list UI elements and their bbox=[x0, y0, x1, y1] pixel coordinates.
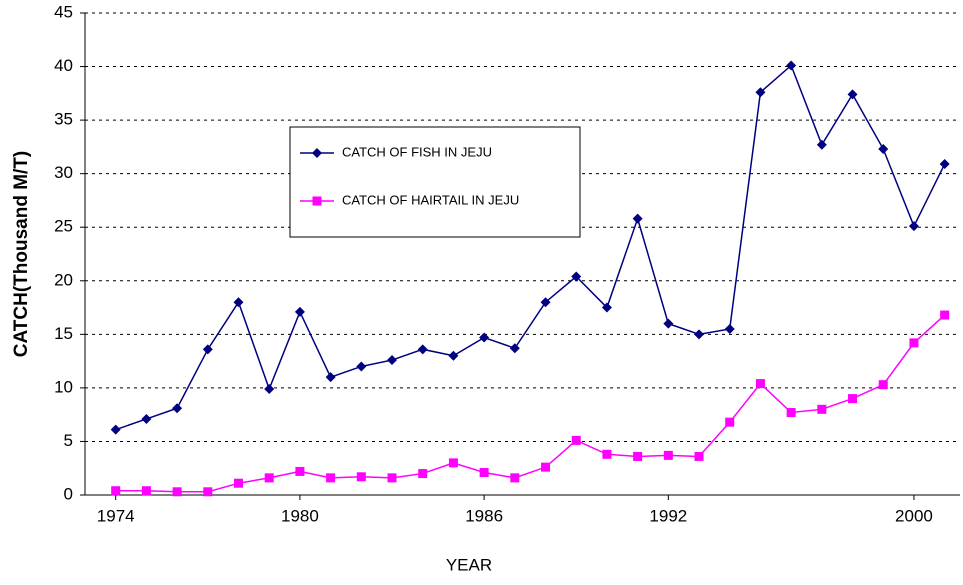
marker bbox=[294, 306, 305, 317]
marker bbox=[356, 361, 367, 372]
marker bbox=[141, 486, 151, 496]
x-tick-label: 2000 bbox=[895, 506, 933, 525]
marker bbox=[786, 60, 797, 71]
marker bbox=[540, 297, 551, 308]
marker bbox=[663, 450, 673, 460]
y-tick-label: 0 bbox=[64, 484, 73, 503]
x-tick-label: 1980 bbox=[281, 506, 319, 525]
marker bbox=[418, 469, 428, 479]
marker bbox=[725, 417, 735, 427]
marker bbox=[264, 383, 275, 394]
marker bbox=[202, 344, 213, 355]
marker bbox=[417, 344, 428, 355]
marker bbox=[110, 424, 121, 435]
marker bbox=[601, 302, 612, 313]
y-tick-label: 30 bbox=[54, 163, 73, 182]
y-tick-label: 20 bbox=[54, 270, 73, 289]
marker bbox=[908, 221, 919, 232]
series-line bbox=[115, 314, 946, 493]
marker bbox=[602, 449, 612, 459]
legend-box bbox=[289, 126, 581, 238]
marker bbox=[234, 478, 244, 488]
marker bbox=[325, 372, 336, 383]
y-tick-label: 5 bbox=[64, 431, 73, 450]
marker bbox=[940, 310, 950, 320]
y-tick-label: 10 bbox=[54, 377, 73, 396]
marker bbox=[295, 466, 305, 476]
marker bbox=[694, 329, 705, 340]
x-tick-label: 1974 bbox=[97, 506, 135, 525]
marker bbox=[939, 159, 950, 170]
marker bbox=[755, 379, 765, 389]
marker bbox=[479, 468, 489, 478]
legend-label: CATCH OF HAIRTAIL IN JEJU bbox=[342, 192, 519, 207]
marker bbox=[571, 435, 581, 445]
marker bbox=[312, 196, 322, 206]
y-axis-label: CATCH(Thousand M/T) bbox=[11, 151, 32, 358]
marker bbox=[172, 487, 182, 497]
marker bbox=[111, 486, 121, 496]
marker bbox=[909, 338, 919, 348]
y-tick-label: 35 bbox=[54, 110, 73, 129]
marker bbox=[724, 323, 735, 334]
marker bbox=[448, 350, 459, 361]
marker bbox=[203, 487, 213, 497]
marker bbox=[233, 297, 244, 308]
marker bbox=[479, 332, 490, 343]
marker bbox=[541, 462, 551, 472]
marker bbox=[816, 139, 827, 150]
marker bbox=[356, 472, 366, 482]
marker bbox=[633, 451, 643, 461]
marker bbox=[817, 404, 827, 414]
marker bbox=[694, 451, 704, 461]
y-tick-label: 45 bbox=[54, 2, 73, 21]
marker bbox=[264, 473, 274, 483]
marker bbox=[387, 473, 397, 483]
y-tick-label: 15 bbox=[54, 324, 73, 343]
series-line bbox=[115, 64, 946, 431]
marker bbox=[878, 144, 889, 155]
marker bbox=[510, 473, 520, 483]
marker bbox=[141, 413, 152, 424]
marker bbox=[878, 380, 888, 390]
y-tick-label: 40 bbox=[54, 56, 73, 75]
marker bbox=[509, 343, 520, 354]
legend-label: CATCH OF FISH IN JEJU bbox=[342, 144, 492, 159]
marker bbox=[632, 213, 643, 224]
marker bbox=[755, 87, 766, 98]
marker bbox=[848, 394, 858, 404]
y-tick-label: 25 bbox=[54, 217, 73, 236]
x-tick-label: 1992 bbox=[649, 506, 687, 525]
marker bbox=[326, 473, 336, 483]
marker bbox=[571, 271, 582, 282]
marker bbox=[847, 89, 858, 100]
x-axis-label: YEAR bbox=[446, 555, 492, 574]
marker bbox=[312, 148, 322, 158]
marker bbox=[663, 318, 674, 329]
x-tick-label: 1986 bbox=[465, 506, 503, 525]
marker bbox=[448, 458, 458, 468]
marker bbox=[786, 408, 796, 418]
marker bbox=[172, 403, 183, 414]
marker bbox=[387, 355, 398, 366]
